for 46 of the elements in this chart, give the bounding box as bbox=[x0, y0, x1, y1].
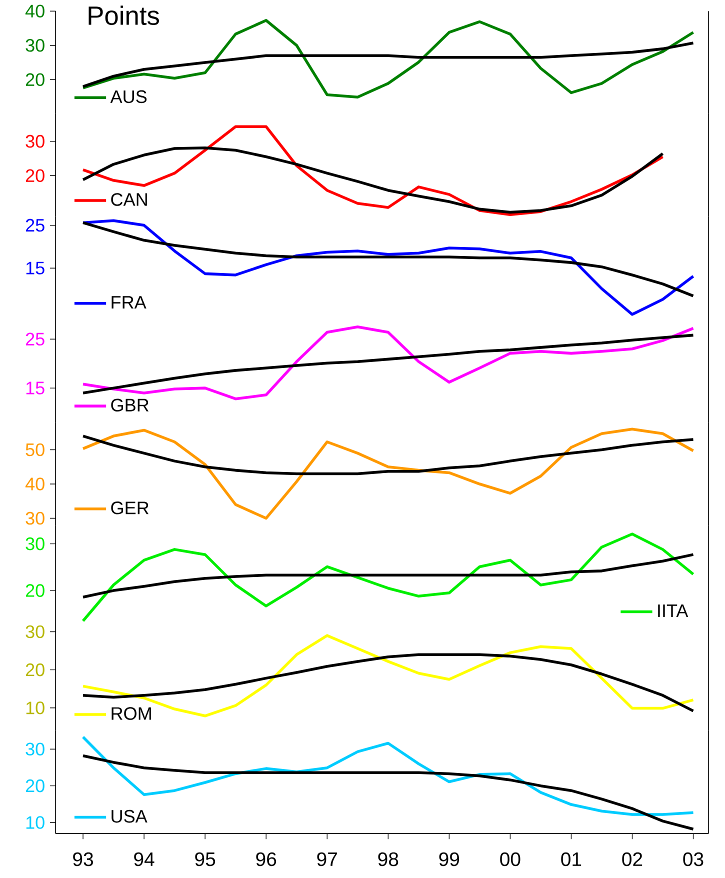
x-tick-label: 01 bbox=[561, 852, 581, 866]
y-tick-label: 15 bbox=[26, 382, 44, 394]
y-tick-label: 30 bbox=[26, 38, 44, 52]
y-tick-label: 40 bbox=[25, 478, 44, 490]
x-tick-label: 99 bbox=[439, 852, 459, 866]
x-tick-label: 02 bbox=[622, 852, 642, 866]
line-series bbox=[82, 532, 695, 622]
line-series bbox=[82, 146, 664, 214]
y-tick-label: 20 bbox=[26, 663, 44, 676]
x-tick-label: 98 bbox=[378, 852, 398, 866]
y-tick-label: 15 bbox=[26, 262, 44, 274]
y-tick-label: 30 bbox=[26, 512, 44, 525]
y-tick-label: 30 bbox=[26, 134, 44, 148]
y-tick-label: 30 bbox=[26, 742, 44, 756]
x-tick-label: 96 bbox=[256, 852, 276, 866]
y-tick-label: 50 bbox=[26, 443, 44, 456]
y-tick-label: 30 bbox=[26, 625, 44, 638]
legend-label: GBR bbox=[111, 398, 148, 412]
y-tick-label: 30 bbox=[26, 537, 44, 550]
x-tick-label: 00 bbox=[500, 852, 520, 866]
legend-label: CAN bbox=[111, 193, 147, 206]
line-series bbox=[82, 334, 695, 394]
line-series bbox=[82, 428, 695, 520]
y-tick-label: 20 bbox=[26, 779, 44, 792]
y-tick-label: 10 bbox=[26, 816, 44, 829]
legend-label: AUS bbox=[110, 90, 146, 104]
y-tick-label: 20 bbox=[26, 73, 44, 86]
legend-label: ROM bbox=[112, 707, 151, 720]
chart-title: Points bbox=[88, 6, 159, 26]
y-tick-label: 25 bbox=[26, 332, 44, 346]
y-tick-label: 10 bbox=[26, 702, 44, 714]
x-tick-label: 95 bbox=[195, 852, 215, 866]
y-tick-label: 20 bbox=[26, 169, 44, 182]
y-tick-label: 40 bbox=[25, 4, 44, 18]
y-tick-label: 25 bbox=[26, 218, 44, 232]
x-tick-label: 97 bbox=[317, 852, 337, 866]
x-tick-label: 03 bbox=[683, 852, 704, 866]
line-series bbox=[82, 325, 695, 400]
legend-label: USA bbox=[112, 810, 148, 823]
y-tick-label: 20 bbox=[26, 584, 44, 597]
line-series bbox=[82, 219, 695, 316]
x-tick-label: 94 bbox=[134, 852, 154, 866]
legend-label: IITA bbox=[658, 604, 688, 617]
legend-label: GER bbox=[111, 502, 148, 514]
legend-label: FRA bbox=[112, 296, 146, 309]
x-tick-label: 93 bbox=[73, 852, 93, 866]
